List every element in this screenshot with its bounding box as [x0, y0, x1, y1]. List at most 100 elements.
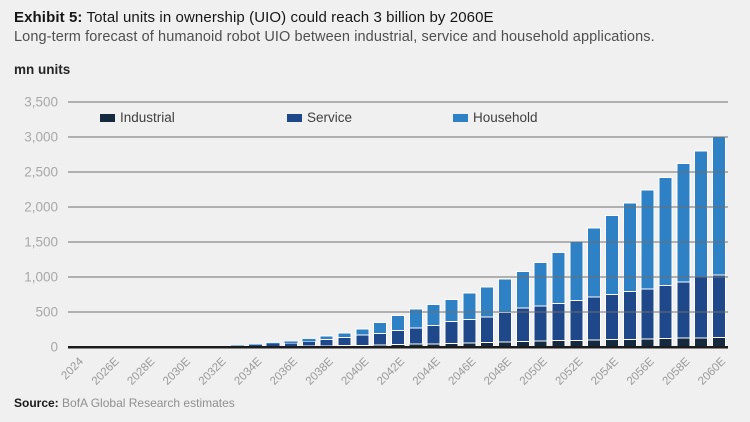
x-tick-label-2044E: 2044E	[411, 355, 443, 387]
y-tick-label-3000: 3,000	[24, 130, 58, 145]
bar-segment-2057-industrial	[658, 338, 673, 348]
bar-segment-2039-household	[337, 332, 352, 339]
bar-segment-2056-service	[640, 288, 655, 340]
bar-segment-2060-service	[712, 274, 727, 338]
bar-segment-2055-service	[622, 291, 637, 340]
bar-segment-2047-household	[480, 286, 495, 318]
bar-segment-2052-household	[569, 241, 584, 301]
legend-swatch-industrial	[100, 113, 115, 122]
bar-segment-2045-service	[444, 320, 459, 344]
bar-segment-2042-household	[391, 315, 405, 332]
x-tick-label-2048E: 2048E	[482, 355, 514, 387]
bar-segment-2054-household	[605, 214, 620, 295]
bar-segment-2060-household	[712, 136, 727, 276]
bar-segment-2058-industrial	[676, 337, 691, 348]
y-tick-label-500: 500	[35, 305, 58, 320]
legend-label-service: Service	[307, 110, 353, 125]
bar-segment-2049-household	[515, 270, 530, 309]
y-tick-label-3500: 3,500	[24, 95, 58, 110]
bar-segment-2048-service	[498, 311, 513, 343]
x-tick-label-2024: 2024	[59, 355, 86, 382]
x-tick-label-2030E: 2030E	[161, 355, 193, 387]
bar-segment-2051-service	[551, 303, 566, 342]
bar-segment-2055-household	[622, 202, 637, 293]
bar-segment-2059-industrial	[694, 337, 709, 348]
bar-segment-2050-service	[533, 305, 548, 342]
bar-segment-2056-household	[640, 189, 655, 290]
bar-segment-2048-household	[498, 278, 513, 313]
bar-segment-2057-household	[658, 177, 673, 286]
y-tick-label-2500: 2,500	[24, 165, 58, 180]
x-tick-label-2036E: 2036E	[268, 355, 300, 387]
bar-segment-2047-service	[480, 316, 495, 344]
source-text: BofA Global Research estimates	[62, 396, 235, 410]
x-tick-label-2046E: 2046E	[446, 355, 478, 387]
x-tick-label-2052E: 2052E	[553, 355, 585, 387]
bar-segment-2052-service	[569, 299, 584, 341]
bar-segment-2040-household	[355, 328, 370, 336]
bar-segment-2058-household	[676, 163, 691, 283]
bar-segment-2046-household	[462, 292, 477, 320]
x-tick-label-2042E: 2042E	[375, 355, 407, 387]
bar-segment-2058-service	[676, 281, 691, 339]
bar-segment-2053-service	[587, 296, 602, 341]
page-title: Exhibit 5: Total units in ownership (UIO…	[14, 9, 494, 26]
x-tick-label-2056E: 2056E	[625, 355, 657, 387]
bar-segment-2033-household	[230, 345, 244, 346]
bar-segment-2038-household	[319, 335, 334, 341]
bar-segment-2039-service	[337, 337, 352, 347]
legend-swatch-service	[287, 113, 302, 122]
bar-segment-2040-service	[355, 334, 370, 346]
legend-item-service: Service	[287, 109, 352, 126]
bar-segment-2049-service	[515, 307, 530, 342]
legend-label-household: Household	[473, 110, 538, 125]
bar-segment-2036-household	[284, 341, 298, 343]
x-tick-label-2034E: 2034E	[232, 355, 264, 387]
bar-segment-2037-household	[302, 339, 316, 342]
y-axis-units-label: mn units	[14, 62, 71, 77]
x-tick-label-2054E: 2054E	[589, 355, 621, 387]
bar-segment-2038-service	[319, 339, 334, 347]
bar-segment-2035-service	[266, 343, 280, 347]
legend-swatch-household	[453, 113, 468, 122]
bar-segment-2053-household	[587, 227, 602, 298]
source-label: Source:	[14, 396, 59, 410]
x-tick-label-2040E: 2040E	[339, 355, 371, 387]
legend-label-industrial: Industrial	[120, 110, 175, 125]
bar-segment-2041-service	[373, 333, 388, 346]
bar-segment-2034-household	[248, 344, 262, 345]
x-tick-label-2032E: 2032E	[197, 355, 229, 387]
bar-segment-2060-industrial	[712, 336, 727, 348]
bar-segment-2054-service	[605, 294, 620, 341]
bar-segment-2059-service	[694, 276, 709, 339]
x-tick-label-2058E: 2058E	[661, 355, 693, 387]
bar-segment-2051-household	[551, 252, 566, 305]
bar-segment-2041-household	[373, 322, 388, 335]
x-tick-label-2038E: 2038E	[304, 355, 336, 387]
bar-segment-2044-household	[426, 304, 441, 326]
bar-segment-2046-service	[462, 318, 477, 344]
legend-item-household: Household	[453, 109, 538, 126]
bar-segment-2043-service	[408, 327, 423, 345]
bar-segment-2044-service	[426, 324, 441, 345]
chart-subtitle: Long-term forecast of humanoid robot UIO…	[14, 29, 655, 45]
source-line: Source: BofA Global Research estimates	[14, 396, 235, 410]
x-tick-label-2060E: 2060E	[696, 355, 728, 387]
bar-segment-2043-industrial	[409, 344, 423, 347]
bar-segment-2050-household	[533, 262, 548, 307]
bar-segment-2045-household	[444, 298, 459, 322]
bar-segment-2059-household	[694, 150, 709, 278]
bar-segment-2035-household	[266, 343, 280, 344]
y-tick-label-0: 0	[50, 340, 58, 355]
exhibit-label: Exhibit 5:	[14, 9, 83, 26]
x-tick-label-2050E: 2050E	[518, 355, 550, 387]
y-tick-label-2000: 2,000	[24, 200, 58, 215]
bar-segment-2037-service	[301, 340, 316, 347]
x-tick-label-2028E: 2028E	[125, 355, 157, 387]
title-text: Total units in ownership (UIO) could rea…	[86, 9, 494, 26]
bar-segment-2043-household	[408, 308, 423, 329]
y-tick-label-1500: 1,500	[24, 235, 58, 250]
bar-segment-2042-service	[391, 330, 405, 346]
